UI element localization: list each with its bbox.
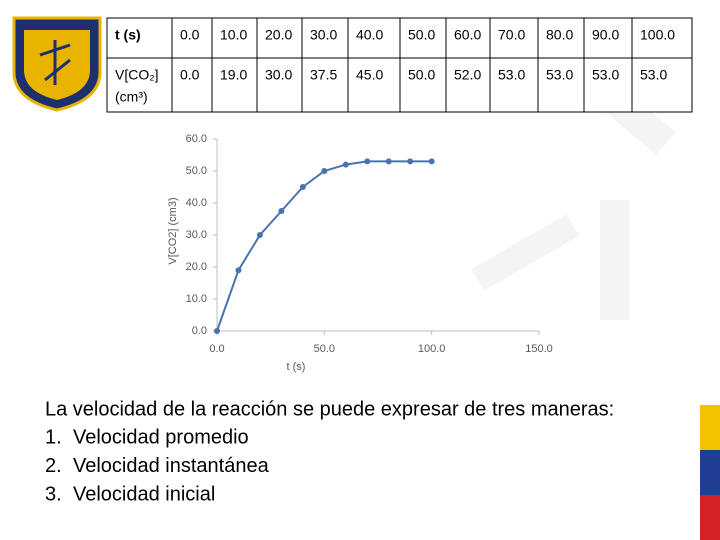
table-cell: [256, 57, 303, 113]
color-bar: [700, 405, 720, 540]
data-point: [428, 158, 435, 165]
y-tick-label: 50.0: [186, 165, 207, 177]
table-cell: [301, 57, 349, 113]
table-cell: [106, 17, 173, 59]
chart: 0.0 10.0 20.0 30.0 40.0 50.0 60.0 0.0 50.0 100.0 1…: [167, 133, 553, 373]
data-table: t (s) 0.0 10.0 20.0 30.0 40.0 50.0 60.0 70.0 80.0…: [106, 17, 693, 113]
x-tick-label: 150.0: [525, 343, 553, 355]
cell-text: 37.5: [310, 67, 337, 83]
table-cell: [631, 57, 693, 113]
table-cell: [211, 57, 258, 113]
cell-text: 80.0: [546, 27, 573, 43]
cell-text: 100.0: [640, 27, 675, 43]
y-tick-label: 20.0: [186, 261, 207, 273]
intro-text: La velocidad de la reacción se puede exp…: [45, 398, 614, 420]
list-number: 2.: [45, 455, 62, 477]
cell-text: 53.0: [592, 67, 619, 83]
list-item: Velocidad promedio: [73, 426, 249, 448]
cell-text: 50.0: [408, 67, 435, 83]
table-cell: [347, 57, 401, 113]
table-cell: [399, 17, 447, 59]
cell-text: 60.0: [454, 27, 481, 43]
table-cell: [583, 17, 633, 59]
x-tick-label: 100.0: [418, 343, 446, 355]
cell-text: 0.0: [180, 27, 200, 43]
list-number: 3.: [45, 483, 62, 505]
y-axis-title: V[CO2] (cm3): [167, 197, 179, 264]
data-point: [407, 158, 414, 165]
y-tick-label: 60.0: [186, 133, 207, 145]
table-cell: [583, 57, 633, 113]
table-cell: [631, 17, 693, 59]
list-number: 1.: [45, 426, 62, 448]
logo: [12, 16, 102, 112]
table-cell: [537, 57, 585, 113]
cell-text: 53.0: [546, 67, 573, 83]
cell-text: 52.0: [454, 67, 481, 83]
cell-text: 30.0: [265, 67, 292, 83]
data-point: [321, 168, 328, 174]
data-point: [256, 232, 263, 238]
row-header: t (s): [115, 27, 141, 43]
data-point: [299, 184, 306, 190]
table-cell: [445, 57, 491, 113]
data-point: [342, 161, 349, 168]
cell-text: 53.0: [498, 67, 525, 83]
list-item: Velocidad inicial: [73, 483, 215, 505]
cell-text: 90.0: [592, 27, 619, 43]
cell-text: 10.0: [220, 27, 247, 43]
cell-text: 70.0: [498, 27, 525, 43]
table-cell: [301, 17, 349, 59]
series-line: [216, 160, 432, 332]
data-point: [278, 208, 285, 214]
cell-text: 53.0: [640, 67, 667, 83]
row-header: V[CO₂]: [115, 67, 159, 83]
x-tick-label: 50.0: [314, 343, 335, 355]
cell-text: 45.0: [356, 67, 383, 83]
row-header: (cm³): [115, 89, 148, 105]
y-tick-label: 0.0: [192, 325, 207, 337]
cell-text: 20.0: [265, 27, 292, 43]
table-cell: [399, 57, 447, 113]
cell-text: 30.0: [310, 27, 337, 43]
cell-text: 19.0: [220, 67, 247, 83]
y-tick-label: 40.0: [186, 197, 207, 209]
table-cell: [489, 57, 539, 113]
data-point: [214, 328, 220, 334]
cell-text: 0.0: [180, 67, 200, 83]
y-tick-label: 30.0: [186, 229, 207, 241]
cell-text: 50.0: [408, 27, 435, 43]
data-point: [385, 158, 392, 165]
table-cell: [211, 17, 258, 59]
list-item: Velocidad instantánea: [73, 455, 270, 477]
x-tick-label: 0.0: [209, 343, 224, 355]
table-cell: [106, 57, 173, 113]
x-axis-title: t (s): [287, 361, 306, 373]
y-tick-label: 10.0: [186, 293, 207, 305]
cell-text: 40.0: [356, 27, 383, 43]
table-cell: [489, 17, 539, 59]
data-point: [364, 158, 371, 165]
data-point: [235, 267, 242, 274]
